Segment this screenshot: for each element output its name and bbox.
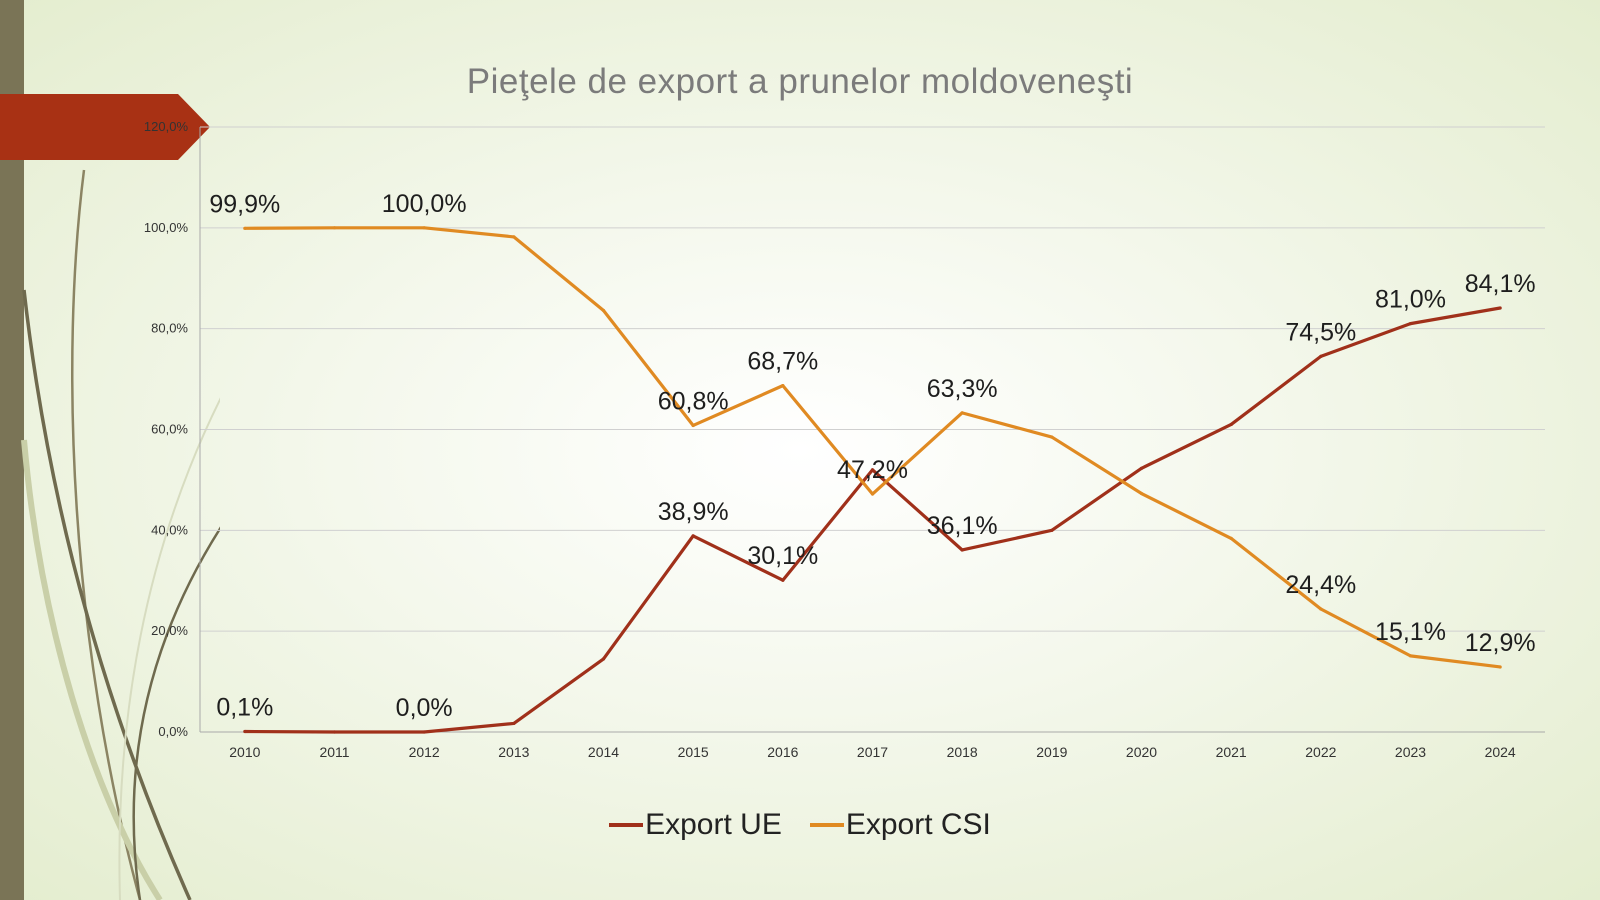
data-point (960, 548, 964, 552)
data-point (691, 534, 695, 538)
data-point (870, 492, 875, 496)
y-tick-label: 60,0% (151, 422, 188, 437)
y-tick-label: 120,0% (144, 119, 189, 134)
data-point (1050, 435, 1054, 439)
x-tick-label: 2015 (678, 744, 709, 760)
data-label: 99,9% (209, 190, 280, 218)
x-tick-label: 2021 (1216, 744, 1247, 760)
data-label: 12,9% (1465, 629, 1536, 657)
data-label: 68,7% (747, 348, 818, 376)
data-point (512, 235, 516, 239)
data-point (781, 384, 785, 388)
data-point (1498, 306, 1502, 310)
decorative-curves (21, 169, 220, 900)
data-point (243, 729, 247, 734)
x-tick-label: 2024 (1485, 744, 1516, 760)
data-label: 74,5% (1285, 318, 1356, 346)
data-label: 47,2% (837, 456, 908, 484)
data-label: 24,4% (1285, 571, 1356, 599)
legend-label-csi: Export CSI (845, 808, 991, 841)
data-label: 81,0% (1375, 286, 1446, 314)
data-label: 63,3% (927, 375, 998, 403)
data-point (1319, 607, 1323, 611)
chart-legend: Export UE Export CSI (0, 808, 1600, 842)
title-marker-arrow (0, 94, 210, 160)
data-point (691, 423, 695, 428)
data-point (332, 226, 337, 230)
data-point (422, 226, 426, 230)
data-point (1050, 528, 1054, 532)
x-tick-label: 2014 (588, 744, 619, 760)
data-label: 38,9% (658, 498, 729, 526)
data-label: 15,1% (1375, 618, 1446, 646)
data-label: 36,1% (927, 512, 998, 540)
y-tick-label: 0,0% (158, 724, 188, 739)
x-tick-label: 2011 (319, 744, 349, 760)
x-tick-label: 2020 (1126, 744, 1157, 760)
y-tick-label: 80,0% (151, 321, 188, 336)
data-point (960, 411, 964, 415)
data-point (781, 578, 785, 582)
data-point (870, 468, 875, 472)
x-tick-label: 2019 (1036, 744, 1067, 760)
x-tick-label: 2022 (1305, 744, 1336, 760)
data-point (1408, 322, 1413, 326)
data-point (332, 730, 337, 734)
x-tick-label: 2013 (498, 744, 529, 760)
x-tick-label: 2016 (767, 744, 798, 760)
data-point (1319, 354, 1323, 358)
x-tick-label: 2023 (1395, 744, 1426, 760)
data-point (1139, 466, 1144, 470)
y-tick-label: 100,0% (144, 220, 189, 235)
legend-swatch-csi (809, 823, 844, 827)
data-point (1229, 536, 1233, 541)
data-label: 100,0% (382, 190, 467, 218)
data-point (1408, 654, 1413, 658)
legend-item-ue: Export UE (609, 808, 782, 842)
data-point (243, 226, 247, 230)
data-label: 0,1% (216, 693, 273, 721)
series-line-export-ue (244, 306, 1501, 734)
x-tick-label: 2018 (947, 744, 978, 760)
data-label: 0,0% (396, 694, 453, 722)
y-tick-label: 40,0% (151, 522, 188, 537)
chart-title: Pieţele de export a prunelor moldoveneşt… (466, 62, 1134, 101)
series-line-export-csi (244, 226, 1501, 669)
data-point (1498, 665, 1502, 669)
data-label: 60,8% (658, 387, 729, 415)
data-label: 84,1% (1465, 270, 1536, 298)
data-point (422, 730, 426, 734)
data-point (1139, 491, 1144, 496)
data-point (601, 308, 606, 313)
data-point (512, 721, 516, 726)
legend-label-ue: Export UE (645, 808, 782, 841)
data-point (1229, 422, 1233, 427)
x-tick-label: 2017 (857, 744, 888, 760)
x-tick-label: 2010 (229, 744, 260, 760)
y-tick-label: 20,0% (151, 623, 188, 638)
data-label: 30,1% (747, 542, 818, 570)
data-point (601, 657, 606, 661)
x-tick-label: 2012 (409, 744, 440, 760)
legend-item-csi: Export CSI (809, 808, 991, 842)
legend-swatch-ue (609, 823, 644, 827)
